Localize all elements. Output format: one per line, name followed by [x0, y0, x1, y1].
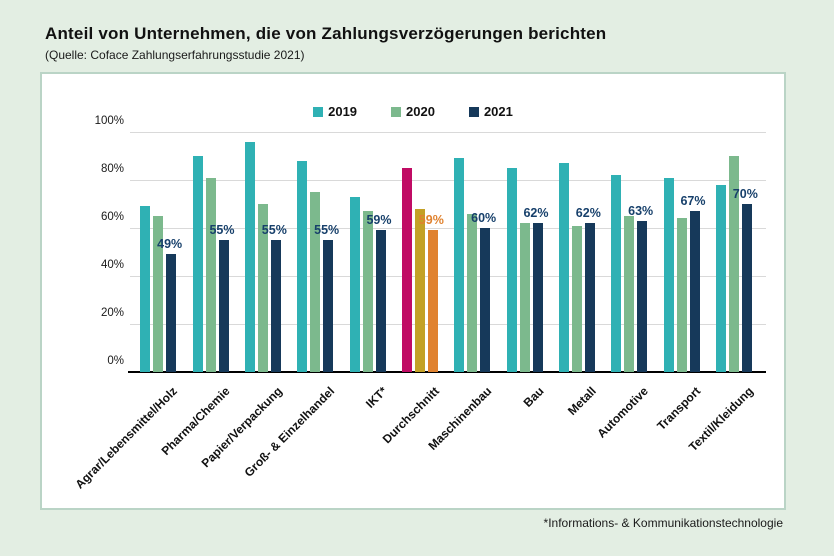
bar-group-pharma-chemie: 55%: [192, 132, 235, 372]
bar-2020-metall: [571, 225, 582, 372]
bar-value-label-transport: 67%: [680, 194, 706, 209]
x-label-automotive: Automotive: [594, 384, 652, 441]
bar-2019-durchschnitt: [401, 168, 412, 372]
bar-value-label-papier-verpackung: 55%: [261, 223, 287, 237]
bar-2020-bau: [519, 223, 530, 372]
chart-plot-area: 0% 20% 40% 60% 80% 100% 49% 55% 55% 55% 59% 59% 60% 6…: [95, 115, 766, 373]
legend-swatch-2021: [468, 106, 479, 117]
bar-2020-ikt: [362, 211, 373, 372]
bar-group-maschinenbau: 60%: [454, 132, 496, 372]
legend-item-2019: 2019: [313, 104, 357, 119]
y-tick-60: 60%: [100, 211, 124, 223]
bar-2019-ikt: [349, 196, 360, 372]
gridline-60: [130, 228, 766, 229]
bar-value-label-ikt: 59%: [366, 213, 392, 228]
gridline-40: [130, 276, 766, 277]
bar-2021-ikt: [375, 230, 386, 372]
legend-swatch-2019: [313, 106, 324, 117]
x-axis-line: [128, 371, 766, 373]
legend-item-2021: 2021: [468, 104, 513, 119]
bar-2020-papier-verpackung: [257, 204, 268, 372]
bar-2020-automotive: [624, 216, 635, 372]
bar-group-bau: 62%: [506, 132, 549, 372]
bar-2019-automotive: [611, 175, 622, 372]
bar-2019-pharma-chemie: [192, 156, 203, 372]
bar-value-label-textil-kleidung: 70%: [732, 187, 758, 201]
bar-2021-agrar-lebensmittel-holz: [166, 254, 177, 372]
bar-2020-textil-kleidung: [728, 156, 739, 372]
bar-group-textil-kleidung: 70%: [715, 132, 758, 372]
bar-2021-textil-kleidung: [741, 204, 752, 372]
x-axis-labels: Agrar/Lebensmittel/Holz Pharma/Chemie Papi…: [73, 374, 760, 514]
bar-2021-bau: [532, 223, 543, 372]
bar-value-label-metall: 62%: [575, 206, 601, 221]
bar-value-label-agrar-lebensmittel-holz: 49%: [157, 237, 183, 252]
bar-value-label-pharma-chemie: 55%: [209, 223, 235, 237]
x-label-agrar-lebensmittel-holz: Agrar/Lebensmittel/Holz: [72, 384, 181, 492]
gridline-20: [130, 324, 766, 325]
bar-2020-pharma-chemie: [205, 177, 216, 372]
bar-group-metall: 62%: [558, 132, 601, 372]
bar-2020-transport: [676, 218, 687, 372]
bar-2021-durchschnitt: [427, 230, 438, 372]
x-label-transport: Transport: [654, 384, 704, 434]
bar-2020-gro-einzelhandel: [310, 192, 321, 372]
y-tick-100: 100%: [94, 115, 124, 127]
bar-2021-transport: [689, 211, 700, 372]
x-label-ikt: IKT*: [362, 384, 390, 411]
bar-2021-metall: [584, 223, 595, 372]
chart-source-subtitle: (Quelle: Coface Zahlungserfahrungsstudie…: [45, 48, 305, 62]
bar-value-label-maschinenbau: 60%: [471, 211, 497, 225]
bar-2019-bau: [506, 168, 517, 372]
bar-2021-pharma-chemie: [218, 240, 229, 372]
bar-2020-agrar-lebensmittel-holz: [153, 216, 164, 372]
bar-group-agrar-lebensmittel-holz: 49%: [140, 132, 182, 372]
legend-label: 2020: [406, 104, 435, 119]
bar-2021-maschinenbau: [480, 228, 491, 372]
bar-2019-transport: [663, 177, 674, 372]
bar-value-label-bau: 62%: [523, 206, 549, 221]
bar-value-label-durchschnitt: 59%: [418, 213, 444, 228]
legend-label: 2021: [483, 104, 513, 119]
legend-item-2020: 2020: [391, 104, 435, 119]
gridline-100: [130, 132, 766, 133]
page-title: Anteil von Unternehmen, die von Zahlungs…: [45, 24, 607, 43]
legend-swatch-2020: [391, 106, 402, 117]
x-label-bau: Bau: [520, 384, 547, 410]
chart-legend: 2019 2020 2021: [42, 104, 784, 119]
bar-value-label-automotive: 63%: [628, 203, 654, 218]
gridline-80: [130, 180, 766, 181]
bar-2020-maschinenbau: [467, 213, 478, 372]
y-tick-0: 0%: [107, 355, 124, 367]
y-tick-80: 80%: [100, 163, 124, 175]
x-label-metall: Metall: [564, 384, 599, 418]
bar-group-gro-einzelhandel: 55%: [297, 132, 339, 372]
bar-value-label-gro-einzelhandel: 55%: [314, 223, 340, 237]
bar-2020-durchschnitt: [414, 208, 425, 372]
bar-2019-papier-verpackung: [244, 141, 255, 372]
bar-group-papier-verpackung: 55%: [244, 132, 287, 372]
bar-group-automotive: 63%: [611, 132, 653, 372]
bar-group-transport: 67%: [663, 132, 706, 372]
bar-2019-textil-kleidung: [715, 184, 726, 372]
bar-2019-maschinenbau: [454, 158, 465, 372]
bar-2019-metall: [558, 163, 569, 372]
x-label-gro-einzelhandel: Groß- & Einzelhandel: [241, 384, 338, 480]
legend-label: 2019: [328, 104, 358, 119]
bar-2021-papier-verpackung: [270, 240, 281, 372]
bar-2019-gro-einzelhandel: [297, 160, 308, 372]
bar-2021-gro-einzelhandel: [323, 240, 334, 372]
bar-group-ikt: 59%: [349, 132, 392, 372]
y-tick-20: 20%: [100, 307, 124, 319]
bar-2021-automotive: [637, 220, 648, 372]
bar-2019-agrar-lebensmittel-holz: [140, 206, 151, 372]
y-tick-40: 40%: [100, 259, 124, 271]
chart-footnote: *Informations- & Kommunikationstechnolog…: [543, 516, 783, 530]
bar-group-durchschnitt: 59%: [401, 132, 444, 372]
chart-panel: 2019 2020 2021 0% 20% 40% 60% 80% 100% 49% 55% 55%…: [40, 72, 786, 510]
